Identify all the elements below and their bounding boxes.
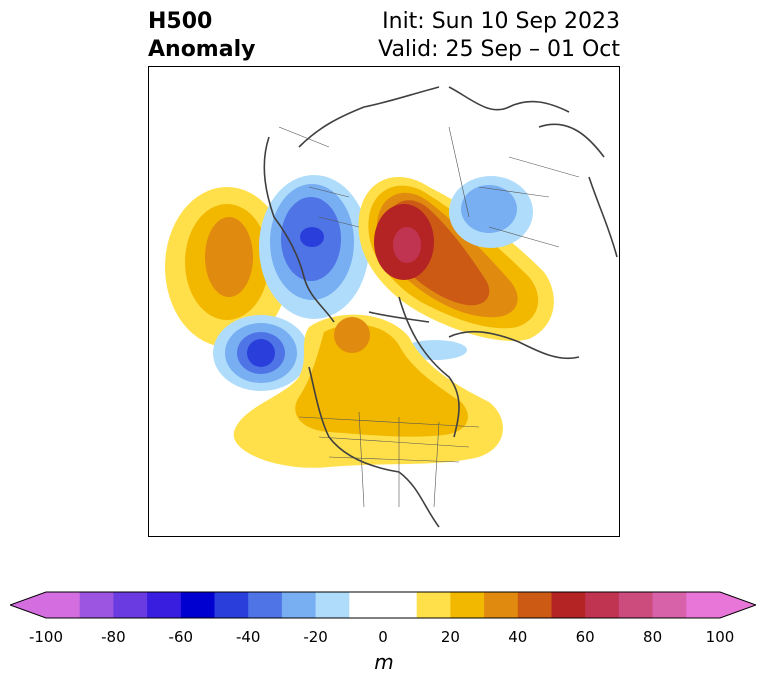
colorbar-bin xyxy=(214,592,249,618)
anomaly-map xyxy=(148,66,620,537)
colorbar-outline xyxy=(10,591,756,619)
colorbar-bin xyxy=(585,592,620,618)
colorbar-bin xyxy=(147,592,182,618)
colorbar-bin xyxy=(484,592,519,618)
trough-siberia xyxy=(403,176,533,360)
colorbar-extend-low xyxy=(10,592,46,618)
colorbar-bin xyxy=(315,592,350,618)
trough-northwest xyxy=(259,175,369,319)
colorbar-bin xyxy=(416,592,451,618)
colorbar-bin xyxy=(180,592,215,618)
colorbar-tick-label: 0 xyxy=(378,628,388,646)
colorbar-bin xyxy=(652,592,687,618)
ridge-canada xyxy=(233,314,503,468)
ridge-arctic xyxy=(358,177,554,341)
colorbar-bin xyxy=(383,592,418,618)
colorbar-bin xyxy=(79,592,114,618)
map-dates: Init: Sun 10 Sep 2023 Valid: 25 Sep – 01… xyxy=(378,8,620,64)
trough-aleutian xyxy=(213,315,309,391)
ridge-pacific xyxy=(165,187,289,347)
colorbar-tick-label: -60 xyxy=(168,628,194,646)
coastlines xyxy=(263,86,618,528)
title-variable: H500 xyxy=(148,9,213,34)
colorbar-bin xyxy=(551,592,586,618)
colorbar-tick-label: -100 xyxy=(28,628,64,646)
colorbar-unit: m xyxy=(374,650,394,674)
colorbar-bin xyxy=(46,592,81,618)
colorbar-bin xyxy=(686,592,721,618)
colorbar-tick-label: 60 xyxy=(575,628,595,646)
colorbar-bin xyxy=(618,592,654,618)
title-type: Anomaly xyxy=(148,37,256,62)
colorbar-bin xyxy=(281,592,317,618)
colorbar-bin xyxy=(450,592,485,618)
colorbar-tick-label: 100 xyxy=(705,628,735,646)
map-canvas xyxy=(165,86,618,528)
borders xyxy=(278,126,580,508)
init-date: Init: Sun 10 Sep 2023 xyxy=(382,9,620,34)
colorbar-tick-label: -20 xyxy=(303,628,328,646)
colorbar xyxy=(10,591,756,619)
colorbar-extend-high xyxy=(720,592,756,618)
colorbar-bin xyxy=(248,592,283,618)
colorbar-tick-label: 40 xyxy=(508,628,528,646)
colorbar-bin xyxy=(113,592,148,618)
colorbar-bin xyxy=(349,592,384,618)
colorbar-bin xyxy=(517,592,552,618)
colorbar-tick-label: -80 xyxy=(101,628,126,646)
colorbar-tick-label: 80 xyxy=(643,628,663,646)
colorbar-tick-label: 20 xyxy=(440,628,460,646)
valid-range: Valid: 25 Sep – 01 Oct xyxy=(378,37,620,62)
colorbar-tick-label: -40 xyxy=(235,628,261,646)
map-title: H500 Anomaly xyxy=(148,8,255,64)
